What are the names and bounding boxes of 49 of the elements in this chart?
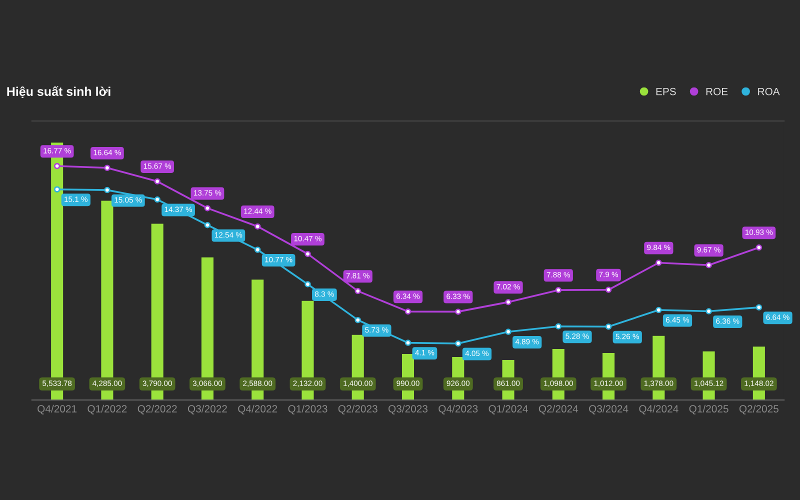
x-tick-label: Q4/2021	[38, 404, 77, 414]
point	[204, 222, 211, 228]
point	[555, 286, 562, 294]
x-tick-label: Q3/2023	[388, 404, 428, 414]
legend-label: EPS	[656, 88, 676, 96]
point	[354, 316, 361, 324]
point	[605, 286, 612, 293]
x-tick-label: Q2/2024	[538, 404, 578, 414]
point	[605, 324, 612, 330]
point	[104, 164, 110, 171]
point	[656, 260, 662, 266]
point	[404, 340, 412, 346]
x-tick-label: Q2/2023	[338, 404, 378, 414]
x-tick-label: Q1/2022	[88, 404, 127, 414]
point	[154, 178, 160, 185]
point	[54, 162, 60, 170]
point	[254, 246, 261, 253]
legend-label: ROE	[706, 88, 728, 96]
point	[455, 340, 462, 347]
x-tick-label: Q3/2022	[188, 404, 227, 414]
legend-label: ROA	[758, 88, 780, 96]
point	[706, 308, 712, 314]
point	[154, 196, 160, 203]
point	[304, 250, 311, 258]
point	[756, 304, 762, 310]
point	[505, 298, 512, 306]
x-tick-label: Q1/2025	[689, 404, 728, 414]
point	[54, 186, 60, 192]
x-tick-label: Q4/2022	[238, 404, 278, 414]
point	[706, 262, 712, 268]
point	[204, 205, 211, 212]
point	[354, 288, 361, 294]
x-tick-label: Q1/2023	[288, 404, 328, 414]
chart-title: Hiệu suất sinh lời	[7, 86, 110, 98]
point	[555, 323, 562, 330]
x-tick-label: Q1/2024	[488, 404, 528, 414]
x-tick-label: Q2/2022	[138, 404, 177, 414]
x-tick-label: Q3/2024	[589, 404, 628, 414]
point	[104, 186, 110, 194]
point	[455, 308, 462, 315]
point	[404, 308, 412, 315]
x-tick-label: Q4/2023	[438, 404, 478, 414]
x-tick-label: Q2/2025	[739, 404, 778, 414]
point	[254, 223, 261, 230]
point	[656, 306, 662, 314]
point	[756, 244, 762, 251]
x-tick-label: Q4/2024	[639, 404, 678, 414]
point	[304, 281, 311, 288]
point	[505, 328, 512, 335]
